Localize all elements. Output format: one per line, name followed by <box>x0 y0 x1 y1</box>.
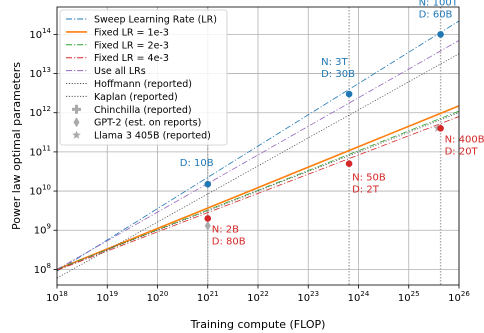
annotations: D: 10B N: 3T D: 30B N: 100T D: 60B N: 2B D: 80… <box>180 0 484 247</box>
legend-label-8: GPT-2 (est. on reports) <box>94 118 201 129</box>
x-tick-label-6: 1024 <box>348 290 370 304</box>
legend-swatch-8 <box>73 117 80 128</box>
legend-entry-0: Sweep Learning Rate (LR) <box>66 15 217 26</box>
y-axis-ticks: 108 109 1010 1011 1012 1013 1014 <box>29 27 57 276</box>
legend: Sweep Learning Rate (LR)Fixed LR = 1e-3 F… <box>59 9 228 146</box>
series-line-0 <box>57 20 459 272</box>
legend-entry-9: Llama 3 405B (reported) <box>72 130 211 142</box>
annotation-2: N: 100T D: 60B <box>419 0 459 20</box>
legend-swatch-7 <box>72 104 81 114</box>
y-tick-label-2: 1010 <box>29 184 51 198</box>
data-point-1 <box>345 90 353 98</box>
legend-entry-4: Use all LRs <box>66 66 146 77</box>
data-points <box>204 31 444 231</box>
series-line-5 <box>57 112 459 270</box>
x-tick-label-7: 1025 <box>398 290 420 304</box>
x-tick-label-5: 1023 <box>297 290 319 304</box>
annotation-0: D: 10B <box>180 158 214 169</box>
legend-entry-2: Fixed LR = 2e-3 <box>66 40 169 51</box>
legend-entry-8: GPT-2 (est. on reports) <box>73 117 201 129</box>
series-line-1 <box>57 105 459 271</box>
y-tick-label-5: 1013 <box>29 66 51 80</box>
legend-label-7: Chinchilla (reported) <box>94 105 192 116</box>
data-point-3 <box>204 215 212 222</box>
x-axis-label: Training compute (FLOP) <box>190 318 326 331</box>
legend-label-1: Fixed LR = 1e-3 <box>94 27 169 38</box>
annotation-1: N: 3T D: 30B <box>321 57 355 80</box>
legend-entry-5: Hoffmann (reported) <box>66 79 192 90</box>
legend-label-9: Llama 3 405B (reported) <box>94 131 211 142</box>
series-lines <box>57 20 459 279</box>
legend-box <box>59 9 228 146</box>
x-tick-label-1: 1019 <box>96 290 118 304</box>
legend-label-4: Use all LRs <box>94 66 146 77</box>
legend-swatch-9 <box>72 130 81 139</box>
legend-entry-3: Fixed LR = 4e-3 <box>66 53 169 64</box>
x-axis-ticks: 1018 1019 1020 1021 1022 1023 1024 1025 1026 <box>46 285 470 304</box>
reference-marker-1 <box>204 220 211 231</box>
series-line-2 <box>57 110 459 270</box>
x-tick-label-3: 1021 <box>197 290 219 304</box>
y-tick-label-0: 108 <box>34 262 51 276</box>
annotation-5: N: 400B D: 20T <box>445 134 484 157</box>
legend-label-0: Sweep Learning Rate (LR) <box>94 15 217 26</box>
data-point-0 <box>204 180 212 188</box>
legend-entry-1: Fixed LR = 1e-3 <box>66 27 169 38</box>
series-line-6 <box>57 53 459 279</box>
data-point-4 <box>345 160 353 167</box>
x-tick-label-4: 1022 <box>247 290 269 304</box>
y-tick-label-1: 109 <box>34 223 51 237</box>
annotation-4: N: 50B D: 2T <box>352 173 386 196</box>
legend-label-5: Hoffmann (reported) <box>94 79 192 90</box>
y-axis-label: Power law optimal parameters <box>10 62 23 230</box>
y-tick-label-6: 1014 <box>29 27 51 41</box>
y-tick-label-3: 1011 <box>29 144 51 158</box>
x-tick-label-2: 1020 <box>147 290 169 304</box>
x-tick-label-8: 1026 <box>448 290 470 304</box>
legend-entry-6: Kaplan (reported) <box>66 92 178 103</box>
legend-label-6: Kaplan (reported) <box>94 92 178 103</box>
series-line-3 <box>57 116 459 271</box>
legend-label-3: Fixed LR = 4e-3 <box>94 53 169 64</box>
data-point-2 <box>437 31 444 38</box>
legend-entry-7: Chinchilla (reported) <box>72 104 192 116</box>
annotation-3: N: 2B D: 80B <box>212 224 246 247</box>
y-tick-label-4: 1012 <box>29 105 51 119</box>
series-line-4 <box>57 40 459 270</box>
x-tick-label-0: 1018 <box>46 290 68 304</box>
data-point-5 <box>437 125 444 132</box>
legend-label-2: Fixed LR = 2e-3 <box>94 40 169 51</box>
